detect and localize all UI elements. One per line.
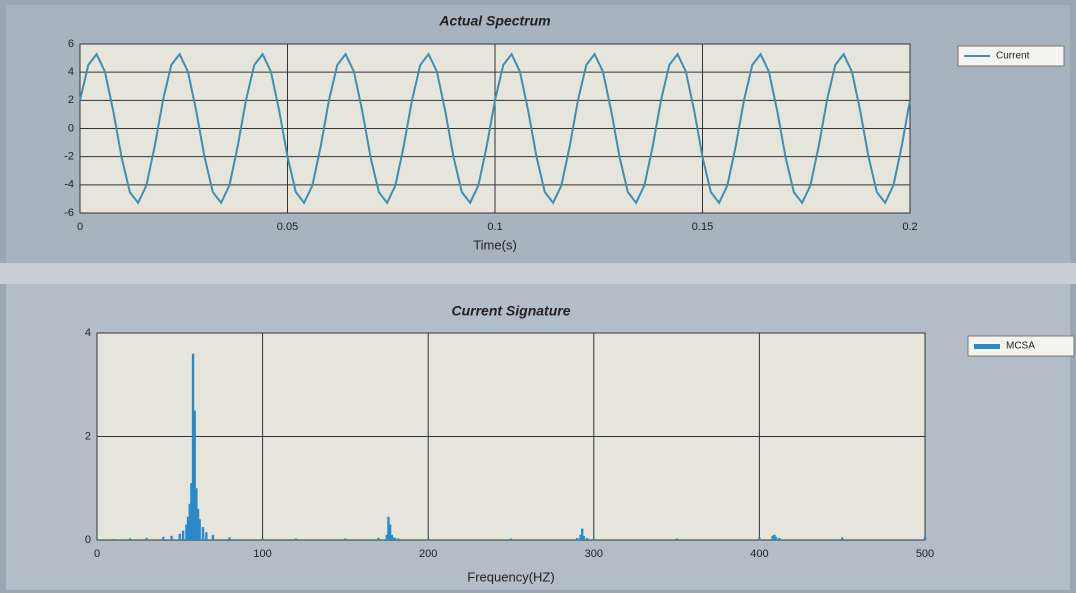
y-tick-label: 0 xyxy=(68,122,74,134)
x-tick-label: 0 xyxy=(77,221,83,233)
bar xyxy=(583,536,585,540)
bar xyxy=(295,538,297,540)
x-tick-label: 100 xyxy=(253,548,271,560)
bar xyxy=(96,539,98,540)
y-tick-label: 6 xyxy=(68,38,74,50)
bar xyxy=(179,534,181,540)
bar xyxy=(212,535,214,540)
y-tick-label: 4 xyxy=(85,327,91,339)
x-tick-label: 400 xyxy=(750,548,768,560)
bar xyxy=(675,538,677,540)
bar xyxy=(112,539,114,540)
bar xyxy=(261,538,263,540)
x-axis-label: Time(s) xyxy=(473,237,517,252)
bar xyxy=(228,537,230,540)
bar xyxy=(377,538,379,540)
bar xyxy=(924,537,926,540)
bar xyxy=(205,532,207,540)
bar xyxy=(758,537,760,540)
bar xyxy=(841,537,843,540)
x-tick-label: 0.2 xyxy=(902,221,917,233)
y-tick-label: 2 xyxy=(85,430,91,442)
y-tick-label: -6 xyxy=(64,207,74,219)
bar xyxy=(778,538,780,540)
chart-title: Actual Spectrum xyxy=(438,13,550,29)
bar xyxy=(427,538,429,540)
legend-swatch xyxy=(974,344,1000,349)
splitter xyxy=(0,263,1076,284)
bar xyxy=(202,527,204,540)
x-tick-label: 300 xyxy=(585,548,603,560)
bar xyxy=(586,538,588,540)
screen: Actual Spectrum Time(s) -6 -4 -2 0 2 4 6 0 0.05 0.1… xyxy=(0,0,1076,593)
bar xyxy=(182,531,184,540)
bar xyxy=(129,538,131,540)
x-axis-label: Frequency(HZ) xyxy=(467,569,554,584)
bar xyxy=(775,537,777,540)
bar xyxy=(576,538,578,540)
bar xyxy=(593,538,595,540)
bar xyxy=(510,538,512,540)
y-tick-label: -2 xyxy=(64,151,74,163)
x-tick-label: 0.15 xyxy=(692,221,713,233)
bar xyxy=(198,519,200,540)
x-tick-label: 200 xyxy=(419,548,437,560)
x-tick-label: 0 xyxy=(94,548,100,560)
bar xyxy=(397,538,399,540)
x-tick-label: 500 xyxy=(916,548,934,560)
bar xyxy=(162,537,164,540)
y-tick-label: 0 xyxy=(85,534,91,546)
legend-label: MCSA xyxy=(1006,341,1035,352)
bar xyxy=(170,536,172,540)
x-tick-label: 0.05 xyxy=(277,221,298,233)
bar xyxy=(344,538,346,540)
y-tick-label: 2 xyxy=(68,94,74,106)
bar xyxy=(394,538,396,540)
y-tick-label: 4 xyxy=(68,66,74,78)
y-tick-label: -4 xyxy=(64,179,74,191)
x-tick-label: 0.1 xyxy=(487,221,502,233)
legend-label: Current xyxy=(996,51,1030,62)
chart-title: Current Signature xyxy=(451,303,570,319)
bar xyxy=(145,538,147,540)
